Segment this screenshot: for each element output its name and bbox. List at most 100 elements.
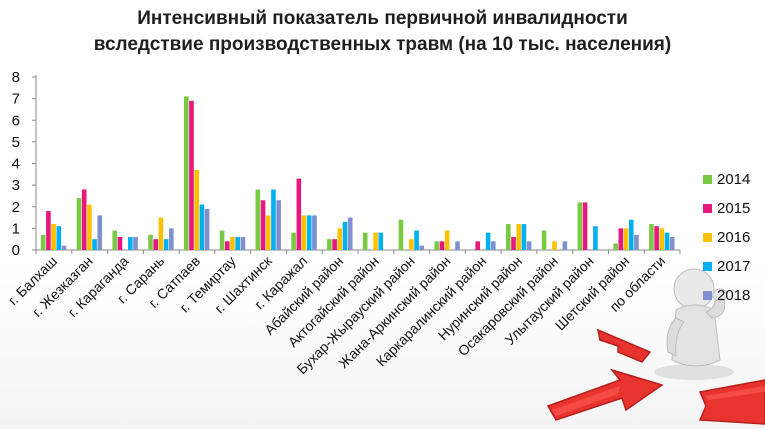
- bar-2018: [97, 215, 103, 250]
- bar-2014: [112, 230, 118, 250]
- bar-2017: [163, 239, 169, 250]
- bar-2018: [634, 234, 639, 250]
- bar-2014: [506, 224, 511, 250]
- bar-2016: [230, 237, 235, 250]
- legend-label-2017: 2017: [717, 258, 750, 275]
- bar-2016: [659, 228, 665, 250]
- bar-2015: [296, 178, 302, 250]
- bar-2018: [455, 241, 460, 250]
- bar-2017: [128, 237, 133, 250]
- legend-swatch-2014: [703, 175, 712, 184]
- bar-2014: [434, 241, 440, 250]
- bar-2017: [521, 224, 527, 250]
- bar-2015: [117, 237, 123, 250]
- thinking-person-with-arrows-icon: [546, 268, 765, 425]
- bar-2015: [260, 200, 266, 250]
- bar-2016: [337, 228, 343, 250]
- bar-2016: [51, 224, 56, 250]
- legend-swatch-2017: [703, 262, 712, 271]
- bar-2017: [199, 204, 205, 250]
- bar-2017: [378, 232, 384, 250]
- bar-2014: [40, 234, 46, 250]
- bar-2018: [491, 241, 496, 250]
- bar-2018: [526, 241, 532, 250]
- chart-title: Интенсивный показатель первичной инвалид…: [0, 6, 765, 58]
- bar-2014: [613, 243, 618, 250]
- bar-2015: [153, 239, 159, 250]
- bar-2018: [562, 241, 568, 250]
- y-tick-label: 3: [12, 177, 20, 194]
- bar-2017: [56, 226, 62, 250]
- bar-2016: [301, 215, 307, 250]
- y-tick-label: 0: [12, 242, 20, 259]
- bar-2017: [485, 232, 491, 250]
- bar-2018: [204, 208, 210, 250]
- legend-label-2016: 2016: [717, 229, 750, 246]
- legend-label-2015: 2015: [717, 200, 750, 217]
- bar-2016: [265, 215, 271, 250]
- bar-2018: [669, 237, 675, 250]
- bar-2017: [306, 215, 312, 250]
- bar-2014: [362, 232, 368, 250]
- bar-2014: [398, 219, 404, 250]
- bar-2015: [582, 202, 588, 250]
- legend-swatch-2016: [703, 233, 712, 242]
- bar-2016: [552, 241, 557, 250]
- bar-2018: [347, 217, 353, 250]
- y-tick-label: 1: [12, 220, 20, 237]
- bar-2015: [81, 189, 87, 250]
- legend: 2014 2015 2016 2017 2018: [703, 171, 750, 304]
- bar-2018: [276, 200, 281, 250]
- bar-2018: [169, 228, 174, 250]
- bar-2016: [516, 224, 521, 250]
- bar-2017: [593, 226, 598, 250]
- bar-2016: [194, 169, 199, 250]
- bar-2014: [76, 198, 82, 250]
- bar-2017: [235, 237, 240, 250]
- bar-2015: [511, 237, 516, 250]
- bar-2014: [148, 234, 153, 250]
- bar-2015: [332, 239, 337, 250]
- bar-2017: [628, 219, 634, 250]
- bar-2014: [184, 96, 189, 251]
- bar-2016: [444, 230, 450, 250]
- y-tick-label: 7: [12, 91, 20, 108]
- y-tick-label: 6: [12, 112, 20, 129]
- bar-2014: [219, 230, 225, 250]
- bar-2017: [92, 239, 97, 250]
- legend-label-2014: 2014: [717, 171, 750, 188]
- y-tick-label: 8: [12, 69, 20, 86]
- bar-2014: [291, 232, 296, 250]
- bar-2018: [61, 245, 67, 250]
- y-tick-label: 2: [12, 199, 20, 216]
- legend-label-2018: 2018: [717, 287, 750, 304]
- chart-title-line-2: вследствие производственных травм (на 10…: [93, 34, 672, 55]
- bar-2018: [240, 237, 246, 250]
- bar-2018: [133, 237, 138, 250]
- bar-2017: [271, 189, 276, 250]
- bar-2016: [87, 204, 92, 250]
- bar-2016: [409, 239, 414, 250]
- bar-2017: [664, 232, 670, 250]
- bar-2015: [475, 241, 481, 250]
- y-tick-label: 5: [12, 134, 20, 151]
- bars-layer: [40, 96, 675, 251]
- bar-2015: [654, 226, 659, 250]
- bar-2017: [342, 221, 348, 250]
- bar-2014: [577, 202, 583, 250]
- bar-2016: [623, 228, 629, 250]
- bar-2014: [327, 239, 332, 250]
- y-tick-label: 4: [12, 156, 20, 173]
- bar-2014: [255, 189, 261, 250]
- bar-2015: [189, 100, 194, 250]
- bar-2015: [224, 241, 230, 250]
- bar-2018: [419, 245, 425, 250]
- chart-title-line-1: Интенсивный показатель первичной инвалид…: [137, 8, 628, 29]
- bar-2016: [373, 232, 378, 250]
- bar-2016: [158, 217, 164, 250]
- bar-2015: [46, 211, 51, 250]
- legend-swatch-2015: [703, 204, 712, 213]
- bar-2014: [649, 224, 654, 250]
- legend-swatch-2018: [703, 291, 712, 300]
